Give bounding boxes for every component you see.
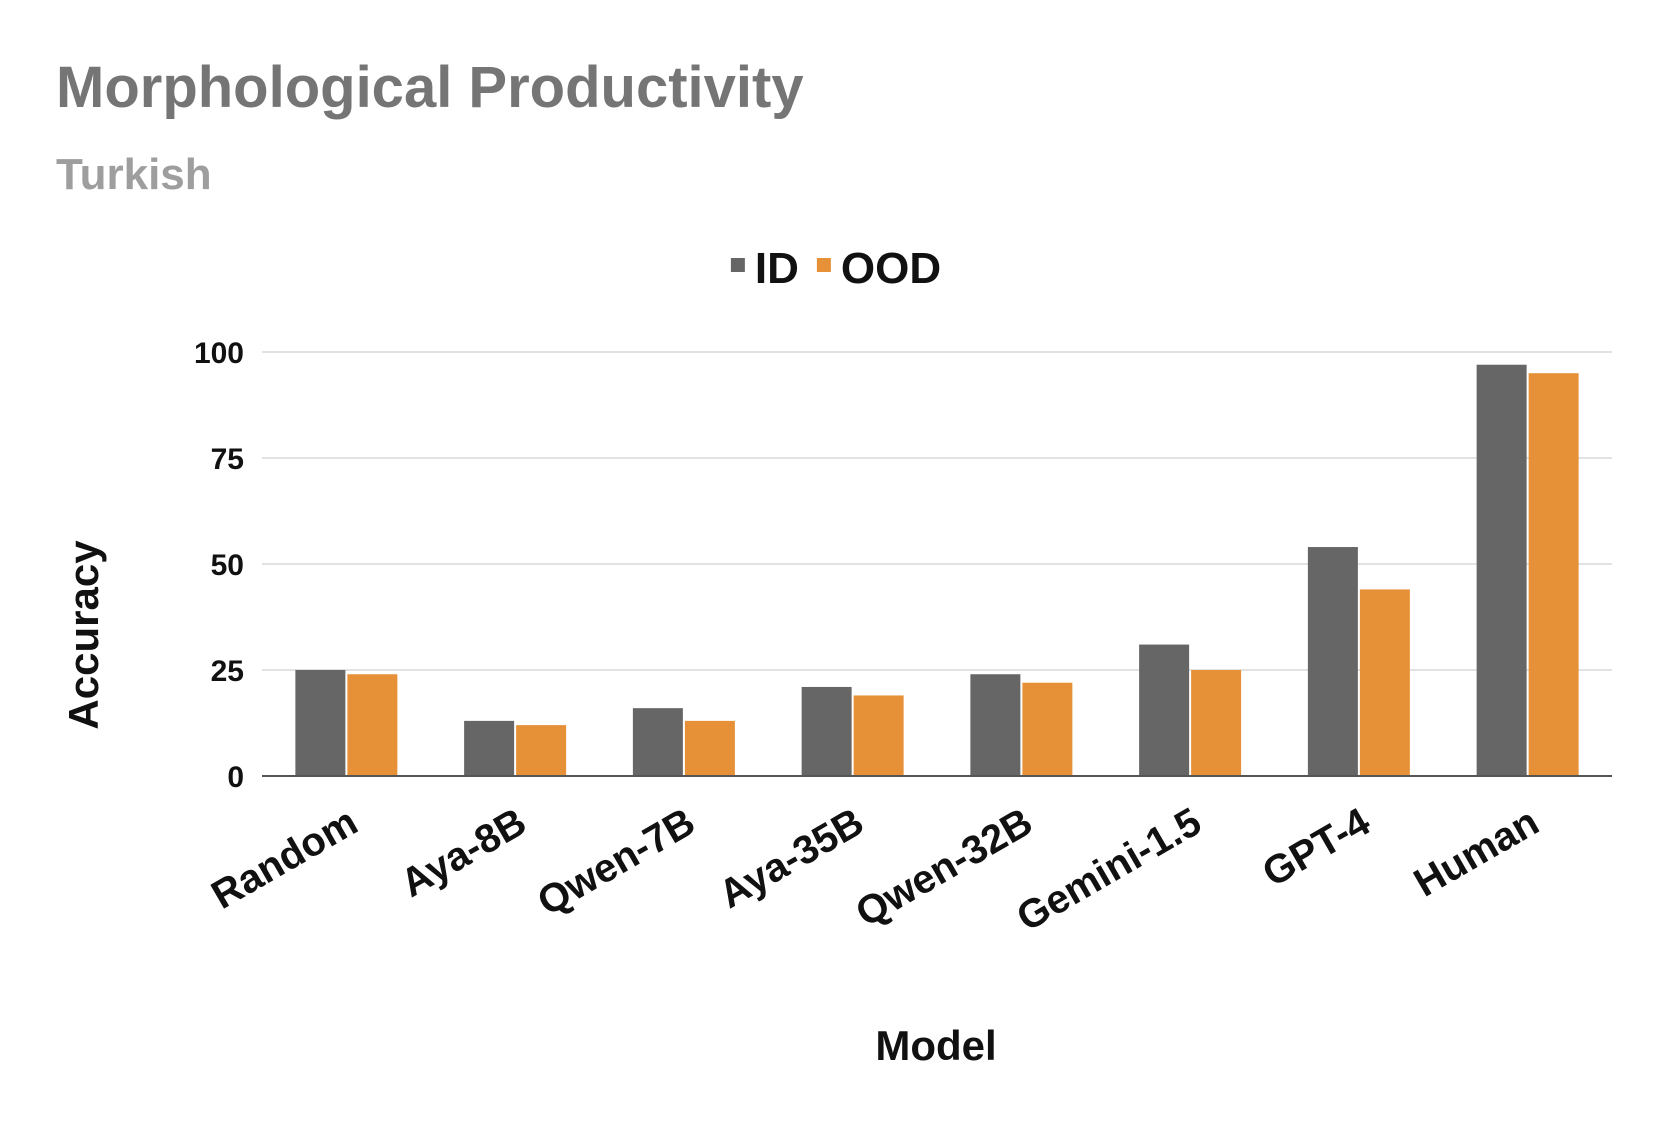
bar-ood — [347, 674, 398, 776]
bar-group — [801, 686, 904, 776]
bar-ood — [1022, 682, 1073, 776]
bars — [295, 364, 1579, 776]
bar-id — [464, 720, 515, 776]
bar-id — [1307, 547, 1358, 776]
chart-subtitle: Turkish — [56, 150, 212, 199]
y-tick-label: 75 — [211, 443, 244, 476]
bar-id — [632, 708, 683, 776]
bar-ood — [853, 695, 904, 776]
bar-group — [1307, 547, 1410, 776]
x-tick-label: Human — [1407, 800, 1546, 906]
y-tick-label: 50 — [211, 549, 244, 582]
bar-group — [1476, 364, 1579, 776]
bar-ood — [516, 725, 567, 776]
bar-ood — [1191, 670, 1242, 776]
bar-id — [1476, 364, 1527, 776]
x-tick-label: Random — [204, 800, 365, 918]
bar-id — [1139, 644, 1190, 776]
x-tick-label: Qwen-7B — [530, 800, 702, 925]
bar-group — [295, 670, 398, 776]
x-tick-label: Qwen-32B — [848, 800, 1039, 936]
legend-label-ood: OOD — [841, 244, 941, 293]
y-tick-label: 25 — [211, 655, 244, 688]
bar-group — [970, 674, 1073, 776]
bar-ood — [1528, 373, 1579, 776]
bar-group — [632, 708, 735, 776]
x-tick-label: Aya-8B — [394, 800, 534, 906]
x-axis-title: Model — [875, 1022, 996, 1069]
legend-swatch-id — [730, 258, 745, 272]
y-tick-label: 100 — [194, 337, 244, 370]
bar-id — [295, 670, 346, 776]
x-tick-label: Gemini-1.5 — [1010, 800, 1209, 940]
bar-id — [970, 674, 1021, 776]
legend-label-id: ID — [755, 244, 799, 293]
bar-group — [1139, 644, 1242, 776]
bar-ood — [684, 720, 735, 776]
bar-group — [464, 720, 567, 776]
x-tick-label: GPT-4 — [1255, 799, 1378, 895]
y-tick-label: 0 — [227, 761, 244, 794]
y-axis-ticks: 0 25 50 75 100 — [194, 337, 244, 794]
chart-title: Morphological Productivity — [56, 55, 804, 120]
legend-swatch-ood — [816, 258, 831, 272]
bar-id — [801, 686, 852, 776]
x-tick-label: Aya-35B — [712, 800, 871, 917]
bar-ood — [1359, 589, 1410, 776]
legend: ID OOD — [730, 244, 941, 293]
y-axis-title: Accuracy — [60, 540, 107, 730]
